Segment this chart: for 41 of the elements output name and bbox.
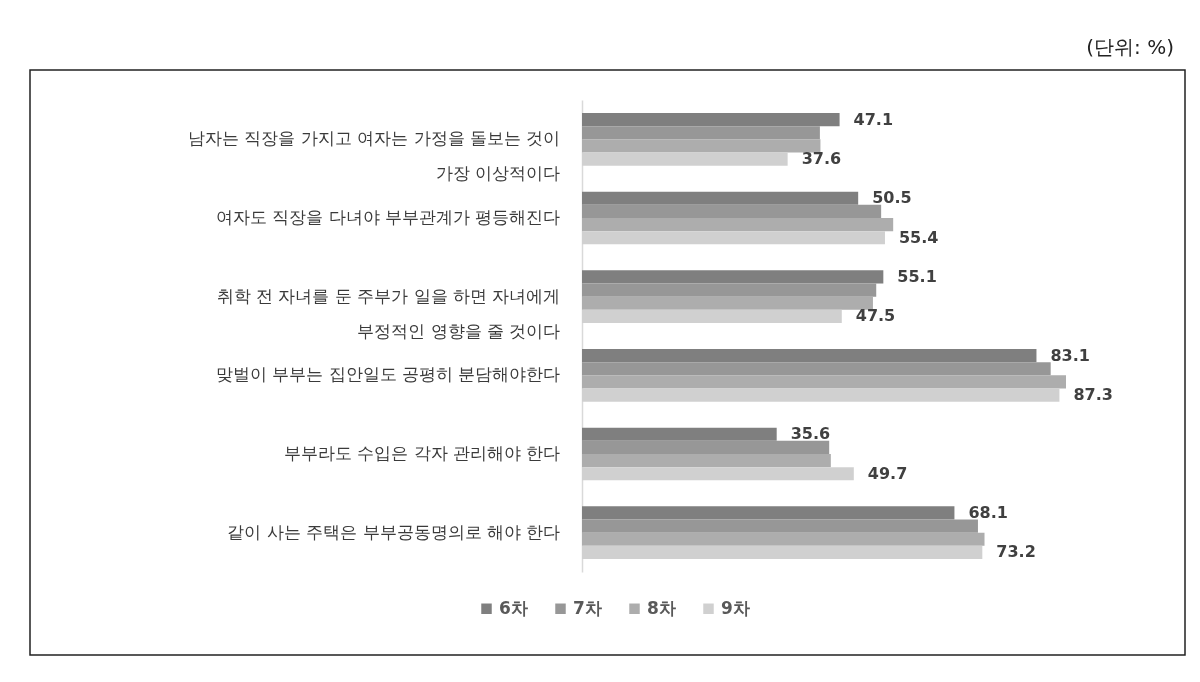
data-label: 37.6 bbox=[801, 149, 842, 169]
bar bbox=[582, 126, 820, 140]
legend-label: 6차 bbox=[499, 597, 528, 618]
bar bbox=[582, 191, 859, 205]
bar bbox=[582, 440, 830, 454]
bar bbox=[582, 204, 882, 218]
data-label: 68.1 bbox=[968, 502, 1008, 522]
bar bbox=[582, 283, 877, 297]
y-tick-label: 남자는 직장을 가지고 여자는 가정을 돌보는 것이 가장 이상적이다 bbox=[188, 128, 561, 184]
bar bbox=[582, 348, 1037, 363]
y-tick-label: 취학 전 자녀를 둔 주부가 일을 하면 자녀에게 부정적인 영향을 줄 것이다 bbox=[216, 285, 561, 341]
y-tick-label: 여자도 직장을 다녀야 부부관계가 평등해진다 bbox=[215, 207, 561, 227]
bar bbox=[582, 218, 894, 232]
bar bbox=[582, 519, 978, 533]
legend-label: 8차 bbox=[647, 597, 676, 618]
bar bbox=[582, 296, 873, 310]
bar bbox=[582, 454, 831, 468]
data-label: 47.1 bbox=[853, 109, 894, 129]
data-label: 47.5 bbox=[855, 306, 896, 326]
data-label: 55.1 bbox=[897, 266, 937, 286]
y-tick-label: 부부라도 수입은 각자 관리해야 한다 bbox=[283, 443, 561, 463]
bar bbox=[582, 506, 955, 520]
bar bbox=[582, 427, 777, 441]
legend-label: 9차 bbox=[721, 597, 750, 618]
legend-label: 7차 bbox=[573, 597, 602, 618]
bar bbox=[582, 362, 1051, 376]
data-label: 35.6 bbox=[790, 424, 831, 444]
y-tick-label: 맞벌이 부부는 집안일도 공평히 분담해야한다 bbox=[215, 364, 561, 385]
data-label: 50.5 bbox=[872, 188, 912, 208]
data-label: 83.1 bbox=[1050, 345, 1090, 365]
data-label: 55.4 bbox=[898, 227, 939, 247]
y-tick-label: 같이 사는 주택은 부부공동명의로 해야 한다 bbox=[227, 521, 561, 542]
bar bbox=[582, 139, 821, 153]
data-label: 73.2 bbox=[996, 542, 1036, 562]
bar bbox=[582, 375, 1066, 389]
bar bbox=[582, 270, 884, 284]
bar bbox=[582, 532, 985, 546]
text: (단위: %) bbox=[1086, 35, 1174, 59]
data-label: 49.7 bbox=[867, 463, 908, 483]
data-label: 87.3 bbox=[1073, 385, 1113, 405]
bar bbox=[582, 112, 840, 127]
